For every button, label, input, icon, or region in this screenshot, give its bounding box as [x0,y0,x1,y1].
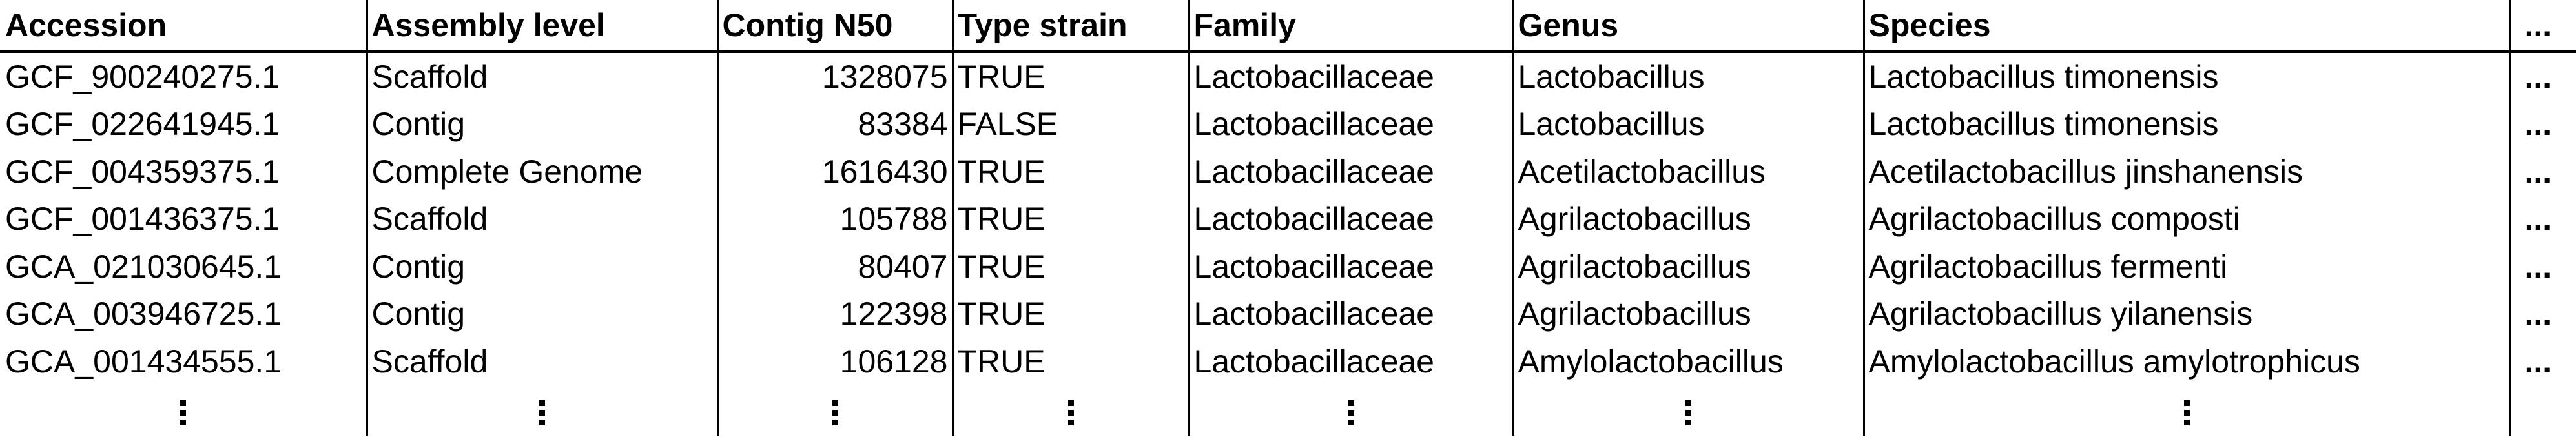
cell-more: ... [2508,338,2576,385]
table-row: GCF_900240275.1 Scaffold 1328075 TRUE La… [0,52,2576,101]
cell-type-strain: TRUE [951,52,1189,101]
continuation-cell-more [2508,385,2576,436]
vertical-ellipsis-icon [1348,400,1354,425]
cell-type-strain: TRUE [951,338,1189,385]
cell-more: ... [2508,52,2576,101]
table-row: GCF_001436375.1 Scaffold 105788 TRUE Lac… [0,195,2576,243]
cell-assembly-level: Contig [366,290,717,338]
continuation-row [0,385,2576,436]
cell-assembly-level: Scaffold [366,195,717,243]
continuation-cell-species [1862,385,2509,436]
cell-type-strain: TRUE [951,195,1189,243]
cell-type-strain: FALSE [951,100,1189,148]
header-assembly-level: Assembly level [366,0,717,53]
continuation-cell-assembly-level [366,385,717,436]
cell-species: Agrilactobacillus fermenti [1862,243,2509,290]
cell-species: Acetilactobacillus jinshanensis [1862,148,2509,196]
header-family: Family [1188,0,1513,53]
cell-type-strain: TRUE [951,243,1189,290]
continuation-cell-family [1188,385,1513,436]
cell-family: Lactobacillaceae [1188,100,1513,148]
cell-more: ... [2508,148,2576,196]
table-row: GCA_021030645.1 Contig 80407 TRUE Lactob… [0,243,2576,290]
cell-accession: GCA_003946725.1 [5,296,282,332]
cell-assembly-level: Scaffold [366,52,717,101]
cell-genus: Acetilactobacillus [1512,148,1864,196]
cell-assembly-level: Complete Genome [366,148,717,196]
cell-assembly-level: Contig [366,243,717,290]
cell-accession: GCF_022641945.1 [5,106,280,143]
cell-genus: Agrilactobacillus [1512,195,1864,243]
cell-family: Lactobacillaceae [1188,338,1513,385]
cell-accession: GCF_001436375.1 [5,201,280,238]
cell-genus: Amylolactobacillus [1512,338,1864,385]
cell-species: Agrilactobacillus composti [1862,195,2509,243]
vertical-ellipsis-icon [832,400,838,425]
cell-accession: GCA_021030645.1 [5,248,282,285]
continuation-cell-genus [1512,385,1864,436]
cell-accession: GCA_001434555.1 [5,343,282,380]
vertical-ellipsis-icon [1685,400,1691,425]
cell-genus: Lactobacillus [1512,52,1864,101]
table-row: GCA_001434555.1 Scaffold 106128 TRUE Lac… [0,338,2576,385]
cell-more: ... [2508,290,2576,338]
cell-species: Amylolactobacillus amylotrophicus [1862,338,2509,385]
continuation-cell-type-strain [951,385,1189,436]
cell-genus: Agrilactobacillus [1512,290,1864,338]
cell-species: Agrilactobacillus yilanensis [1862,290,2509,338]
cell-type-strain: TRUE [951,148,1189,196]
header-more-columns: ... [2508,0,2576,53]
cell-family: Lactobacillaceae [1188,52,1513,101]
cell-contig-n50: 106128 [716,338,953,385]
vertical-ellipsis-icon [1067,400,1074,425]
table-header: Accession Assembly level Contig N50 Type… [0,0,2576,53]
cell-species: Lactobacillus timonensis [1862,52,2509,101]
header-accession: Accession [0,0,367,53]
header-row: Accession Assembly level Contig N50 Type… [0,0,2576,53]
cell-family: Lactobacillaceae [1188,243,1513,290]
cell-family: Lactobacillaceae [1188,290,1513,338]
cell-contig-n50: 80407 [716,243,953,290]
cell-contig-n50: 1616430 [716,148,953,196]
header-genus: Genus [1512,0,1864,53]
header-species: Species [1862,0,2509,53]
cell-contig-n50: 83384 [716,100,953,148]
cell-more: ... [2508,100,2576,148]
vertical-ellipsis-icon [180,400,186,425]
cell-genus: Lactobacillus [1512,100,1864,148]
cell-assembly-level: Scaffold [366,338,717,385]
vertical-ellipsis-icon [539,400,545,425]
table-body: GCF_900240275.1 Scaffold 1328075 TRUE La… [0,52,2576,436]
table-row: GCF_004359375.1 Complete Genome 1616430 … [0,148,2576,196]
cell-accession: GCF_004359375.1 [5,153,280,190]
cell-species: Lactobacillus timonensis [1862,100,2509,148]
continuation-cell-contig-n50 [716,385,953,436]
table-row: GCF_022641945.1 Contig 83384 FALSE Lacto… [0,100,2576,148]
vertical-ellipsis-icon [2183,400,2190,425]
header-contig-n50: Contig N50 [716,0,953,53]
header-type-strain: Type strain [951,0,1189,53]
cell-family: Lactobacillaceae [1188,195,1513,243]
continuation-cell-accession [0,385,367,436]
cell-contig-n50: 105788 [716,195,953,243]
cell-contig-n50: 1328075 [716,52,953,101]
cell-more: ... [2508,243,2576,290]
table-row: GCA_003946725.1 Contig 122398 TRUE Lacto… [0,290,2576,338]
cell-accession: GCF_900240275.1 [5,58,280,95]
cell-assembly-level: Contig [366,100,717,148]
cell-more: ... [2508,195,2576,243]
cell-family: Lactobacillaceae [1188,148,1513,196]
cell-genus: Agrilactobacillus [1512,243,1864,290]
cell-contig-n50: 122398 [716,290,953,338]
cell-type-strain: TRUE [951,290,1189,338]
